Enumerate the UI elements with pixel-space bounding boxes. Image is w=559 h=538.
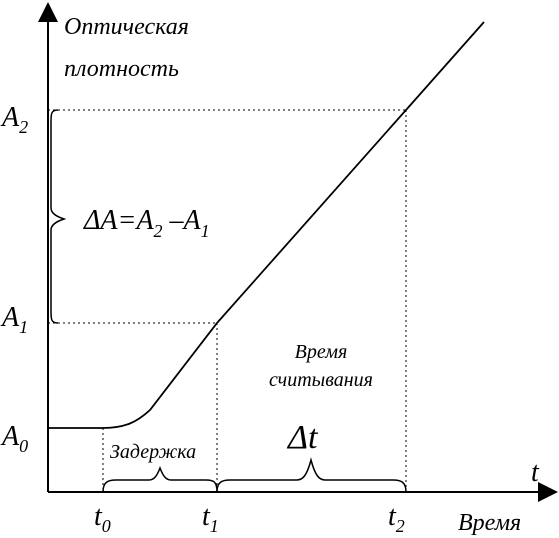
delay-brace xyxy=(102,465,218,493)
reading-time-line-1: Время xyxy=(295,341,348,363)
delta-a-formula: ΔA=A2 –A1 xyxy=(83,205,210,241)
y-tick-a0: A0 xyxy=(0,421,28,456)
delay-label: Задержка xyxy=(110,441,196,463)
delta-a-brace xyxy=(50,109,67,324)
y-axis-title-line-1: Оптическая xyxy=(64,14,189,40)
delta-t-brace xyxy=(216,457,407,493)
y-tick-a2: A2 xyxy=(0,102,28,137)
y-tick-a1: A1 xyxy=(0,302,28,337)
series-line xyxy=(48,21,485,429)
x-axis-title: Время xyxy=(458,510,521,536)
x-axis-symbol: t xyxy=(531,457,540,488)
reading-time-line-2: считывания xyxy=(269,369,373,391)
y-axis-title-line-2: плотность xyxy=(64,56,179,82)
delta-t-label: Δt xyxy=(286,419,319,456)
x-tick-t1: t1 xyxy=(202,501,219,536)
x-tick-t0: t0 xyxy=(94,501,111,536)
x-tick-t2: t2 xyxy=(388,501,405,536)
